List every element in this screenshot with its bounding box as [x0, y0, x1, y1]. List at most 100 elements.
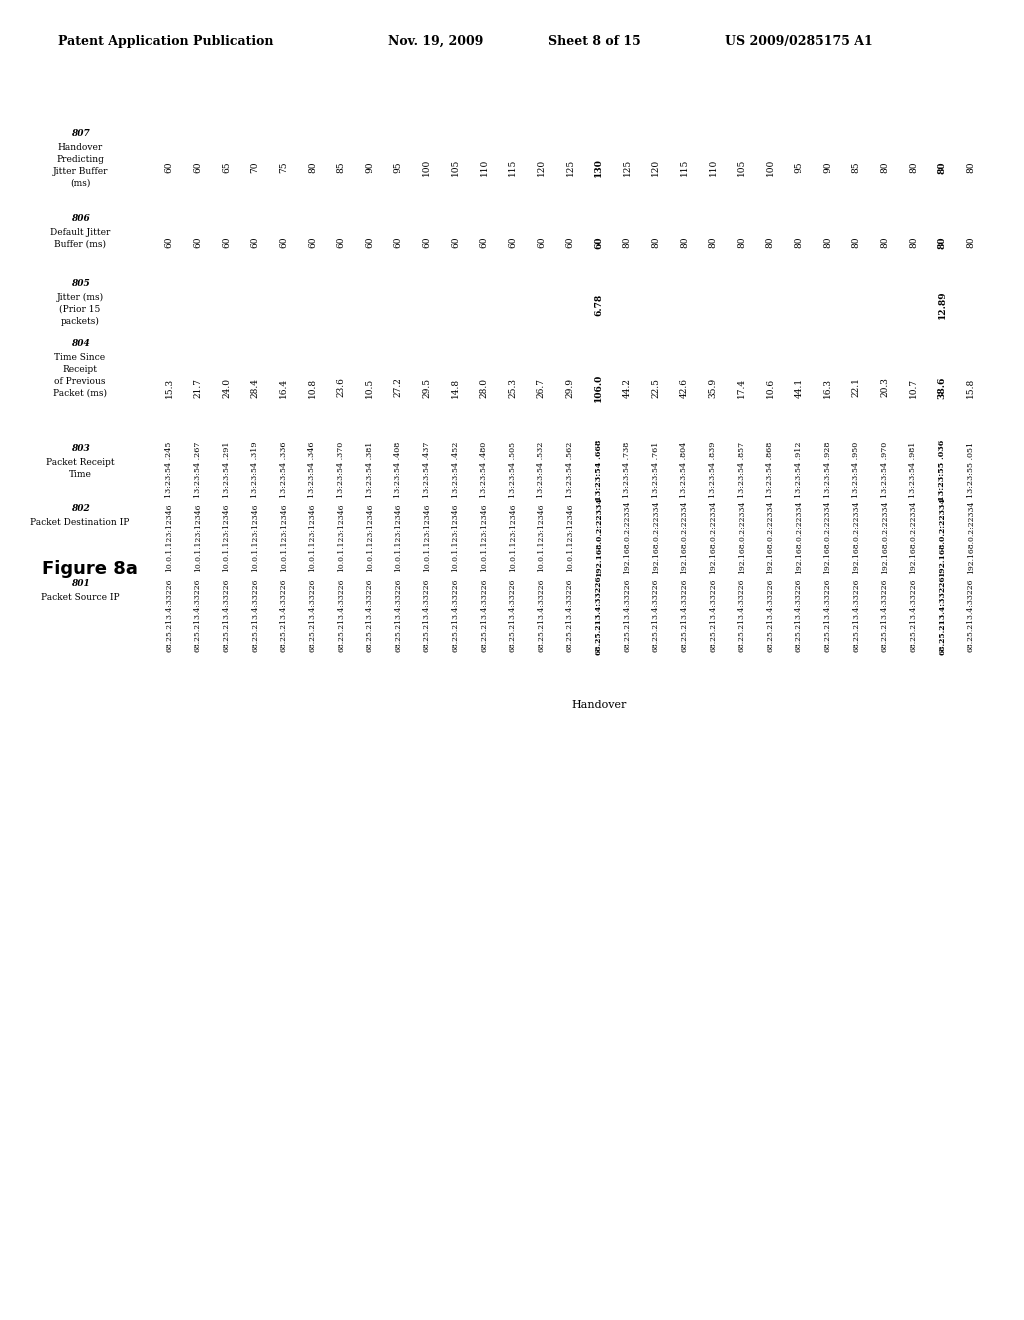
Text: 10.0.1.123:12346: 10.0.1.123:12346 — [194, 503, 202, 572]
Text: 80: 80 — [909, 162, 918, 173]
Text: 6.78: 6.78 — [594, 294, 603, 315]
Text: 60: 60 — [594, 236, 603, 248]
Text: 35.9: 35.9 — [709, 378, 718, 397]
Text: 10.0.1.123:12346: 10.0.1.123:12346 — [538, 503, 546, 572]
Text: 13:23:54 .804: 13:23:54 .804 — [681, 442, 688, 498]
Text: Default Jitter: Default Jitter — [50, 228, 111, 238]
Text: 13:23:54 .437: 13:23:54 .437 — [423, 442, 431, 498]
Text: (ms): (ms) — [70, 180, 90, 187]
Text: 100: 100 — [766, 158, 775, 176]
Text: 68.25.213.4:33226: 68.25.213.4:33226 — [480, 578, 488, 652]
Text: Buffer (ms): Buffer (ms) — [54, 240, 106, 249]
Text: 13:23:54 .370: 13:23:54 .370 — [337, 442, 345, 498]
Text: 80: 80 — [881, 236, 889, 248]
Text: 68.25.213.4:33226: 68.25.213.4:33226 — [394, 578, 402, 652]
Text: 26.7: 26.7 — [537, 378, 546, 397]
Text: (Prior 15: (Prior 15 — [59, 305, 100, 314]
Text: 68.25.213.4:33226: 68.25.213.4:33226 — [452, 578, 460, 652]
Text: 192.168.0.2:22334: 192.168.0.2:22334 — [681, 500, 688, 574]
Text: 10.8: 10.8 — [308, 378, 316, 397]
Text: Sheet 8 of 15: Sheet 8 of 15 — [548, 36, 641, 48]
Text: 60: 60 — [165, 162, 174, 173]
Text: 10.0.1.123:12346: 10.0.1.123:12346 — [366, 503, 374, 572]
Text: 13:23:54 .408: 13:23:54 .408 — [394, 442, 402, 498]
Text: 85: 85 — [337, 161, 345, 173]
Text: 13:23:54 .245: 13:23:54 .245 — [165, 442, 173, 498]
Text: 21.7: 21.7 — [194, 378, 203, 397]
Text: 805: 805 — [71, 279, 89, 288]
Text: 13:23:54 .480: 13:23:54 .480 — [480, 442, 488, 498]
Text: 10.0.1.123:12346: 10.0.1.123:12346 — [337, 503, 345, 572]
Text: Jitter Buffer: Jitter Buffer — [52, 168, 108, 176]
Text: 80: 80 — [881, 162, 889, 173]
Text: 106.0: 106.0 — [594, 374, 603, 401]
Text: 80: 80 — [967, 236, 975, 248]
Text: 12.89: 12.89 — [938, 290, 946, 319]
Text: 60: 60 — [194, 162, 203, 173]
Text: 10.0.1.123:12346: 10.0.1.123:12346 — [480, 503, 488, 572]
Text: 44.1: 44.1 — [795, 378, 804, 397]
Text: 28.4: 28.4 — [251, 378, 260, 397]
Text: 60: 60 — [394, 236, 402, 248]
Text: 192.168.0.2:22334: 192.168.0.2:22334 — [823, 500, 831, 574]
Text: packets): packets) — [60, 317, 99, 326]
Text: 13:23:55 .036: 13:23:55 .036 — [938, 440, 946, 500]
Text: 68.25.213.4:33226: 68.25.213.4:33226 — [308, 578, 316, 652]
Text: 42.6: 42.6 — [680, 378, 689, 397]
Text: 192.168.0.2:22334: 192.168.0.2:22334 — [624, 500, 631, 574]
Text: 192.168.0.2:22334: 192.168.0.2:22334 — [737, 500, 745, 574]
Text: 13:23:54 .562: 13:23:54 .562 — [566, 442, 574, 498]
Text: 13:23:54 .857: 13:23:54 .857 — [737, 442, 745, 498]
Text: 80: 80 — [651, 236, 660, 248]
Text: Predicting: Predicting — [56, 154, 104, 164]
Text: 38.6: 38.6 — [938, 376, 946, 399]
Text: 27.2: 27.2 — [394, 378, 402, 397]
Text: 192.168.0.2:22334: 192.168.0.2:22334 — [881, 500, 889, 574]
Text: 13:23:54 .761: 13:23:54 .761 — [652, 442, 659, 498]
Text: 80: 80 — [737, 236, 746, 248]
Text: 130: 130 — [594, 158, 603, 177]
Text: 14.8: 14.8 — [451, 378, 460, 397]
Text: 125: 125 — [623, 158, 632, 176]
Text: 22.1: 22.1 — [852, 378, 861, 397]
Text: 80: 80 — [938, 236, 946, 248]
Text: 80: 80 — [823, 236, 833, 248]
Text: 10.0.1.123:12346: 10.0.1.123:12346 — [566, 503, 574, 572]
Text: 110: 110 — [479, 158, 488, 176]
Text: 120: 120 — [651, 158, 660, 176]
Text: 13:23:54 .381: 13:23:54 .381 — [366, 442, 374, 498]
Text: 807: 807 — [71, 129, 89, 139]
Text: 60: 60 — [337, 236, 345, 248]
Text: 68.25.213.4:33226: 68.25.213.4:33226 — [881, 578, 889, 652]
Text: 13:23:55 .051: 13:23:55 .051 — [967, 442, 975, 498]
Text: 10.0.1.123:12346: 10.0.1.123:12346 — [394, 503, 402, 572]
Text: 16.3: 16.3 — [823, 378, 833, 397]
Text: 90: 90 — [366, 162, 374, 173]
Text: 68.25.213.4:33226: 68.25.213.4:33226 — [823, 578, 831, 652]
Text: Packet (ms): Packet (ms) — [53, 389, 106, 399]
Text: 68.25.213.4:33226: 68.25.213.4:33226 — [165, 578, 173, 652]
Text: 16.4: 16.4 — [280, 378, 289, 397]
Text: 13:23:54 .346: 13:23:54 .346 — [308, 442, 316, 498]
Text: 68.25.213.4:33226: 68.25.213.4:33226 — [795, 578, 803, 652]
Text: 60: 60 — [479, 236, 488, 248]
Text: 192.168.0.2:22334: 192.168.0.2:22334 — [909, 500, 918, 574]
Text: 60: 60 — [308, 236, 316, 248]
Text: 13:23:54 .981: 13:23:54 .981 — [909, 442, 918, 498]
Text: 29.5: 29.5 — [422, 378, 431, 397]
Text: 13:23:54 .868: 13:23:54 .868 — [766, 442, 774, 498]
Text: 115: 115 — [508, 158, 517, 176]
Text: 68.25.213.4:33226: 68.25.213.4:33226 — [222, 578, 230, 652]
Text: 10.0.1.123:12346: 10.0.1.123:12346 — [280, 503, 288, 572]
Text: 68.25.213.4:33226: 68.25.213.4:33226 — [909, 578, 918, 652]
Text: Patent Application Publication: Patent Application Publication — [58, 36, 273, 48]
Text: 60: 60 — [222, 236, 231, 248]
Text: 80: 80 — [852, 236, 861, 248]
Text: Packet Receipt: Packet Receipt — [46, 458, 115, 467]
Text: Handover: Handover — [571, 700, 627, 710]
Text: 10.6: 10.6 — [766, 378, 775, 397]
Text: 60: 60 — [165, 236, 174, 248]
Text: 10.5: 10.5 — [366, 378, 374, 397]
Text: 80: 80 — [308, 162, 316, 173]
Text: 68.25.213.4:33226: 68.25.213.4:33226 — [681, 578, 688, 652]
